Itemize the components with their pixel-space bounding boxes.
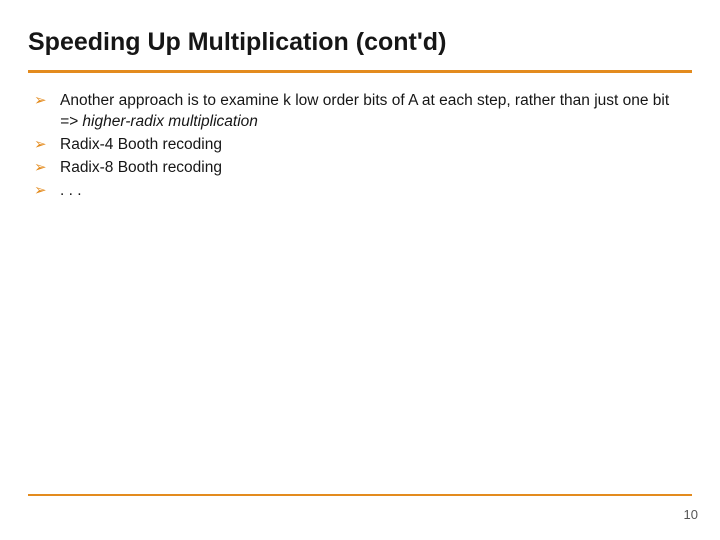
bullet-line: Another approach is to examine k low ord… [60,92,669,109]
bullet-text: . . . [60,180,688,201]
bullet-text: Radix-8 Booth recoding [60,157,688,178]
bullet-text: Another approach is to examine k low ord… [60,90,688,132]
bullet-glyph-icon: ➢ [32,180,60,201]
bullet-glyph-icon: ➢ [32,90,60,111]
bullet-glyph-icon: ➢ [32,134,60,155]
page-number: 10 [684,507,698,522]
footer-line [28,494,692,496]
list-item: ➢ Another approach is to examine k low o… [32,90,688,132]
list-item: ➢ Radix-8 Booth recoding [32,157,688,178]
bullet-glyph-icon: ➢ [32,157,60,178]
bullet-text: Radix-4 Booth recoding [60,134,688,155]
title-underline [28,70,692,73]
slide: Speeding Up Multiplication (cont'd) ➢ An… [0,0,720,540]
slide-title: Speeding Up Multiplication (cont'd) [28,28,446,57]
bullet-subline: => higher-radix multiplication [60,113,258,130]
list-item: ➢ . . . [32,180,688,201]
list-item: ➢ Radix-4 Booth recoding [32,134,688,155]
content-area: ➢ Another approach is to examine k low o… [32,90,688,203]
